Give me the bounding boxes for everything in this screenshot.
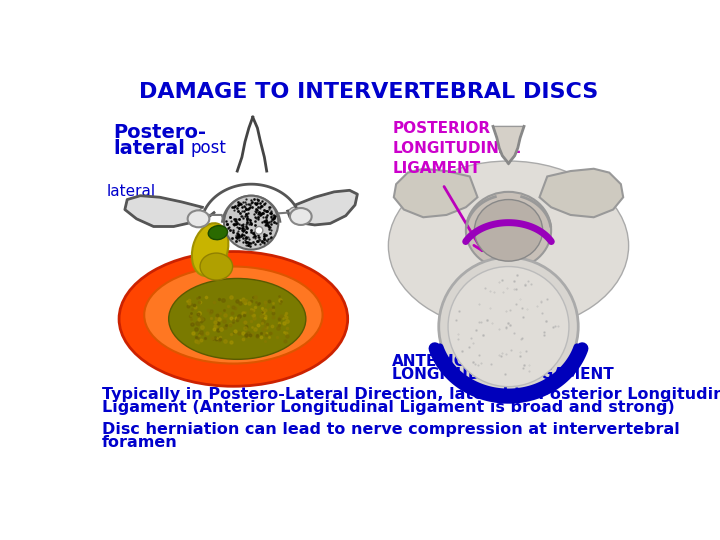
Ellipse shape (188, 210, 210, 227)
Ellipse shape (119, 252, 348, 386)
Polygon shape (493, 126, 524, 164)
Text: POSTERIOR
LONGITUDINAL
LIGAMENT: POSTERIOR LONGITUDINAL LIGAMENT (392, 121, 521, 176)
Text: Disc herniation can lead to nerve compression at intervertebral: Disc herniation can lead to nerve compre… (102, 422, 680, 437)
Circle shape (224, 195, 279, 249)
Text: Typically in Postero-Lateral Direction, lateral to Posterior Longitudinal: Typically in Postero-Lateral Direction, … (102, 387, 720, 402)
Text: Postero-: Postero- (113, 123, 206, 141)
Ellipse shape (388, 161, 629, 330)
Polygon shape (394, 168, 477, 217)
Ellipse shape (168, 279, 306, 359)
Ellipse shape (200, 253, 233, 280)
Polygon shape (287, 190, 357, 225)
Text: post: post (191, 139, 227, 158)
Polygon shape (539, 168, 624, 217)
Ellipse shape (290, 208, 312, 225)
Text: /: / (441, 354, 452, 368)
Text: Ligament (Anterior Longitudinal Ligament is broad and strong): Ligament (Anterior Longitudinal Ligament… (102, 400, 675, 415)
Polygon shape (125, 195, 214, 226)
Circle shape (448, 267, 569, 387)
Circle shape (255, 226, 263, 234)
Text: ANTERIOR: ANTERIOR (392, 354, 480, 368)
Ellipse shape (466, 192, 551, 269)
Text: LONGITUDINAL LIGAMENT: LONGITUDINAL LIGAMENT (392, 367, 614, 382)
Ellipse shape (474, 200, 543, 261)
Text: DAMAGE TO INTERVERTEBRAL DISCS: DAMAGE TO INTERVERTEBRAL DISCS (140, 82, 598, 102)
Circle shape (438, 257, 578, 396)
Text: lateral: lateral (113, 139, 185, 159)
Text: foramen: foramen (102, 435, 177, 450)
Ellipse shape (192, 223, 228, 276)
Ellipse shape (234, 209, 269, 224)
Text: lateral: lateral (107, 184, 156, 199)
Ellipse shape (208, 226, 228, 240)
Ellipse shape (144, 267, 323, 363)
